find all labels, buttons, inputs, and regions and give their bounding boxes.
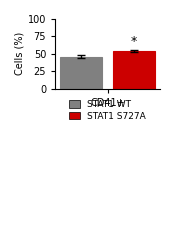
- Legend: STAT1 WT, STAT1 S727A: STAT1 WT, STAT1 S727A: [67, 98, 148, 122]
- Y-axis label: Cells (%): Cells (%): [15, 32, 25, 76]
- Bar: [113, 51, 155, 89]
- Bar: [60, 56, 102, 89]
- Text: *: *: [131, 35, 137, 48]
